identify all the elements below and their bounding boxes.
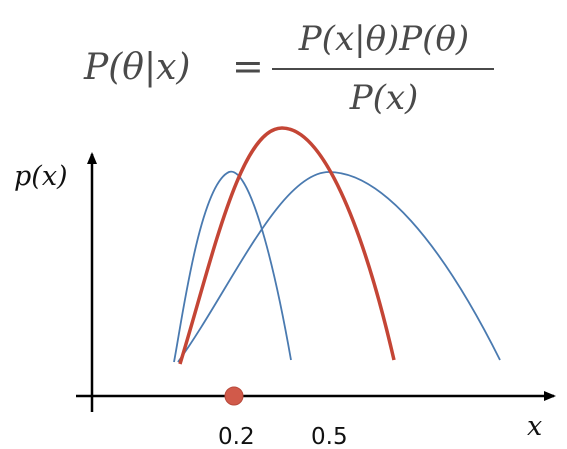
formula-numerator: P(x|θ)P(θ) — [298, 19, 470, 59]
tick-label-second: 0.5 — [311, 424, 348, 449]
tick-label-marked: 0.2 — [218, 424, 255, 449]
wide-distribution-curve — [177, 171, 501, 363]
marker-point — [224, 386, 244, 406]
x-axis-label: x — [527, 411, 543, 442]
narrow-distribution-curve — [173, 170, 292, 363]
fraction-bar — [272, 68, 494, 70]
formula-denominator: P(x) — [349, 78, 419, 118]
formula-posterior: P(θ|x) — [84, 47, 191, 88]
y-axis-label: p(x) — [14, 161, 68, 192]
formula-equals-sign: = — [232, 44, 264, 88]
posterior-curve — [178, 126, 396, 365]
